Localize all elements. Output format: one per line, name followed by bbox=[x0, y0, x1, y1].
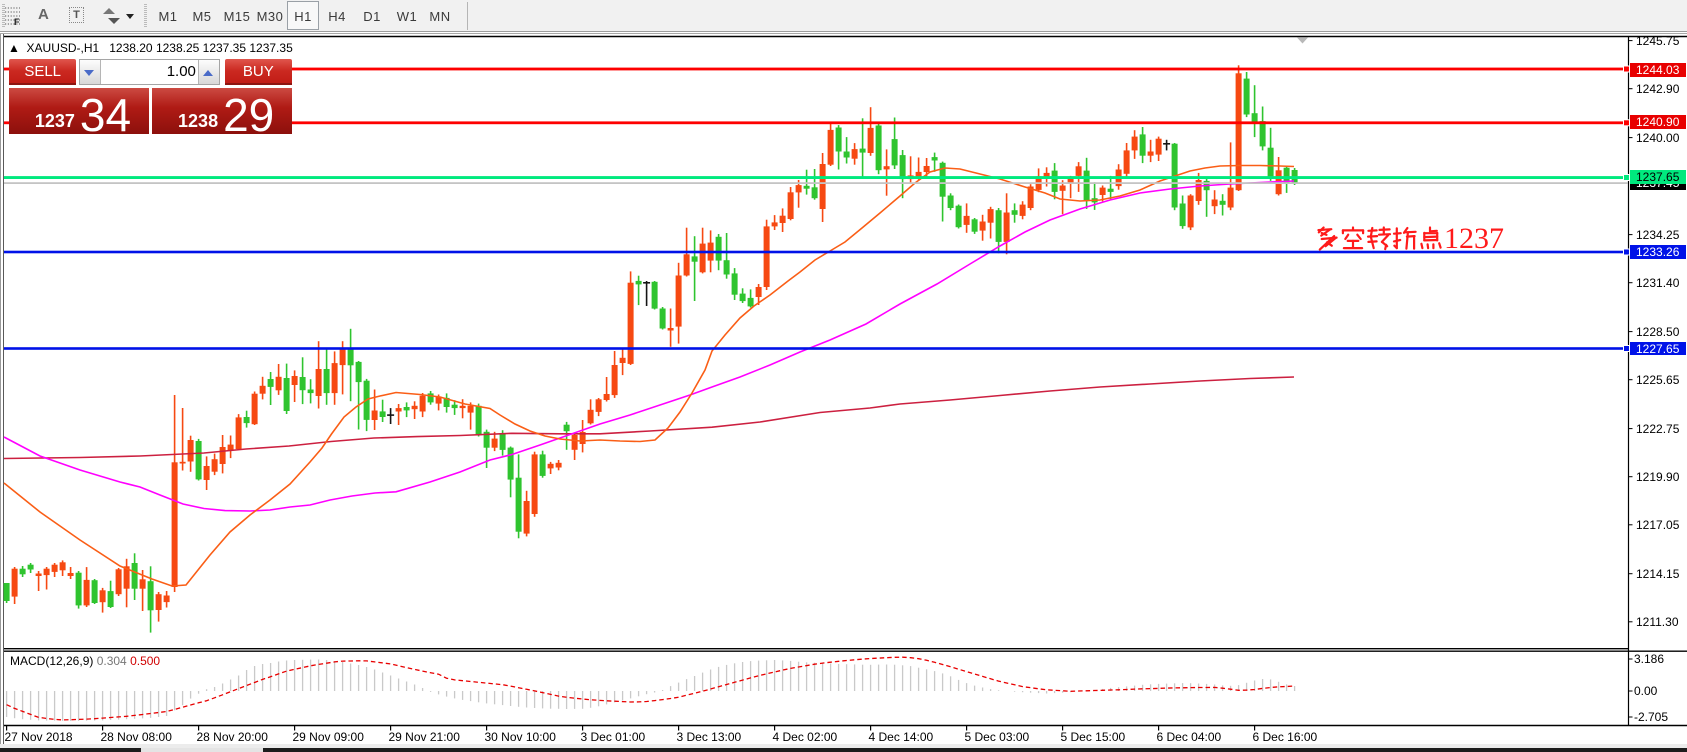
svg-text:1237: 1237 bbox=[1444, 222, 1504, 255]
svg-text:F: F bbox=[14, 17, 20, 26]
